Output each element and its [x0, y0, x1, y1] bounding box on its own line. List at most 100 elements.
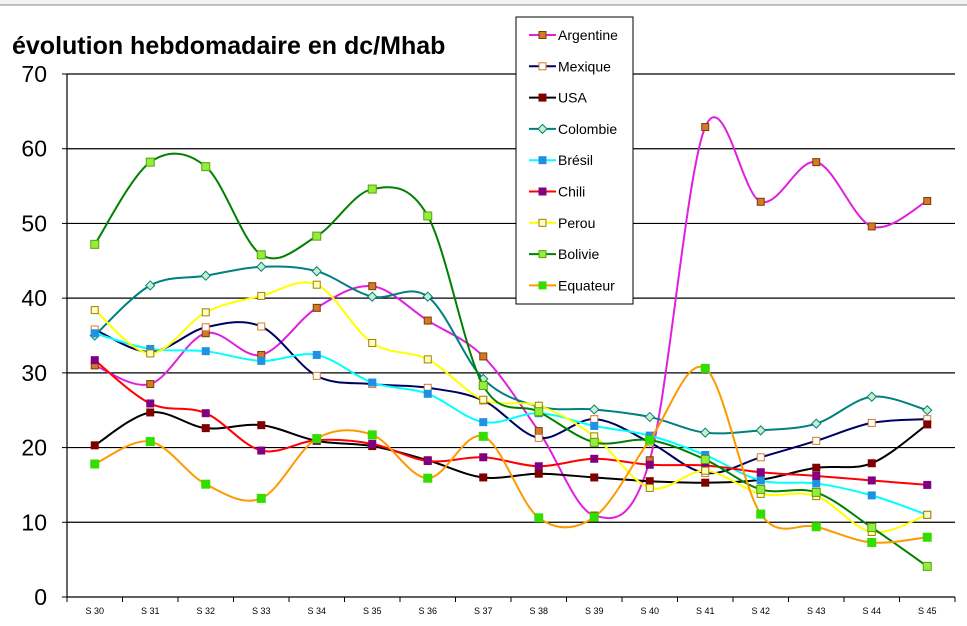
data-point [700, 363, 710, 373]
legend-marker [538, 31, 547, 39]
data-point [701, 466, 710, 475]
y-tick-label: 70 [21, 61, 47, 87]
data-point [700, 427, 711, 438]
legend-marker [537, 123, 548, 135]
data-point [756, 509, 766, 519]
data-point [146, 349, 155, 358]
y-tick-label: 60 [21, 136, 47, 162]
series-line-bresil [94, 332, 928, 516]
data-point [923, 480, 932, 489]
series-line-perou [94, 281, 928, 534]
legend-item-chili: Chili [529, 184, 585, 200]
data-point [256, 261, 267, 272]
data-point [812, 436, 821, 445]
data-point [146, 408, 155, 417]
data-point [867, 418, 876, 427]
data-point [423, 457, 432, 466]
data-point [257, 446, 266, 455]
data-point [534, 427, 543, 436]
x-tick-label: S 40 [640, 606, 659, 616]
data-point [479, 473, 488, 482]
legend-marker [538, 281, 547, 290]
data-point [201, 308, 210, 317]
data-point [589, 437, 599, 447]
data-point [645, 483, 654, 492]
series-bresil [90, 329, 932, 519]
data-point [90, 459, 100, 469]
data-point [201, 162, 211, 172]
data-point [146, 380, 155, 389]
legend-item-colombie: Colombie [529, 121, 617, 137]
data-point [90, 356, 99, 365]
x-tick-labels: S 30 S 31 S 32 S 33 S 34 S 35 S 36 S 37 S 38 S 39… [85, 606, 936, 616]
series-argentine [90, 116, 932, 520]
data-point [201, 479, 211, 489]
data-point [368, 282, 377, 291]
data-point [479, 395, 488, 404]
data-point [145, 157, 155, 167]
y-tick-label: 40 [21, 285, 47, 311]
data-point [867, 523, 877, 533]
data-point [145, 280, 156, 291]
data-point [312, 350, 321, 359]
data-point [423, 473, 433, 483]
data-point [812, 158, 821, 167]
data-point [367, 430, 377, 440]
data-point [866, 391, 877, 402]
x-tick-label: S 42 [751, 606, 770, 616]
x-tick-label: S 35 [363, 606, 382, 616]
data-point [756, 197, 765, 206]
data-point [812, 463, 821, 472]
data-point [534, 433, 543, 442]
data-point [146, 399, 155, 408]
data-point [479, 453, 488, 462]
data-point [756, 476, 765, 485]
data-point [368, 338, 377, 347]
data-point [589, 404, 600, 415]
legend-label: Equateur [558, 277, 615, 293]
legend-marker [538, 250, 547, 259]
data-point [812, 471, 821, 480]
data-point [256, 250, 266, 260]
axes [62, 73, 956, 602]
series-line-colombie [94, 265, 928, 435]
data-point [756, 453, 765, 462]
data-point [923, 510, 932, 519]
data-point [867, 476, 876, 485]
x-tick-label: S 36 [418, 606, 437, 616]
x-tick-label: S 39 [585, 606, 604, 616]
legend-item-equateur: Equateur [529, 277, 615, 293]
data-point [534, 462, 543, 471]
data-point [590, 415, 599, 424]
data-point [423, 316, 432, 325]
y-tick-label: 0 [34, 584, 47, 610]
data-point [423, 355, 432, 364]
x-tick-label: S 37 [474, 606, 493, 616]
legend-item-argentine: Argentine [529, 27, 618, 43]
data-point [90, 239, 100, 249]
data-point [811, 522, 821, 532]
data-point [534, 407, 544, 417]
x-tick-label: S 43 [807, 606, 826, 616]
data-point [312, 280, 321, 289]
data-point [700, 455, 710, 465]
legend-label: Chili [558, 184, 585, 200]
data-point [478, 381, 488, 391]
data-point [867, 222, 876, 231]
data-point [867, 459, 876, 468]
legend-marker [538, 218, 547, 227]
data-point [923, 420, 932, 429]
data-point [312, 434, 322, 444]
legend-item-usa: USA [529, 90, 587, 106]
data-point [200, 270, 211, 281]
data-point [312, 303, 321, 312]
series-lines [89, 116, 933, 571]
data-point [479, 352, 488, 361]
data-point [812, 479, 821, 488]
data-point [755, 425, 766, 436]
data-point [589, 512, 599, 522]
data-point [90, 306, 99, 315]
data-point [312, 371, 321, 380]
